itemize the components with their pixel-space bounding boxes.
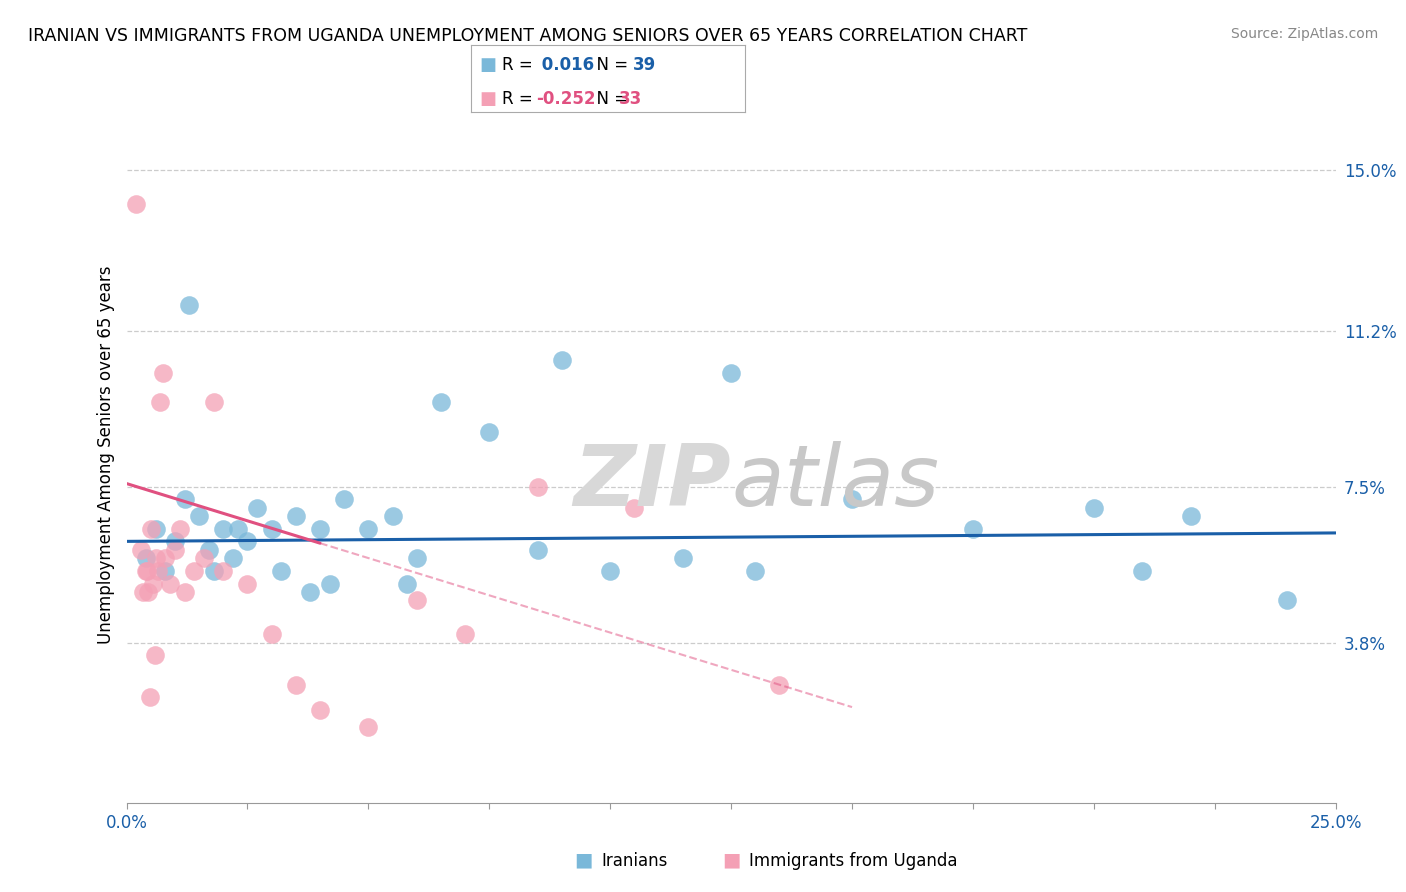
Point xyxy=(246,500,269,515)
Point xyxy=(159,576,181,591)
Point xyxy=(720,366,742,380)
Point xyxy=(1277,593,1299,607)
Text: N =: N = xyxy=(586,55,634,74)
Point xyxy=(155,551,177,566)
Point xyxy=(149,395,172,409)
Point xyxy=(197,542,219,557)
Point xyxy=(526,542,548,557)
Point xyxy=(139,522,162,536)
Point xyxy=(135,551,157,566)
Point xyxy=(309,703,332,717)
Point xyxy=(129,542,152,557)
Point xyxy=(212,564,235,578)
Point xyxy=(1180,509,1202,524)
Point xyxy=(357,720,380,734)
Point xyxy=(136,585,159,599)
Y-axis label: Unemployment Among Seniors over 65 years: Unemployment Among Seniors over 65 years xyxy=(97,266,115,644)
Point xyxy=(270,564,292,578)
Point xyxy=(236,576,259,591)
Point xyxy=(143,648,166,663)
Text: 33: 33 xyxy=(619,90,643,109)
Point xyxy=(333,492,356,507)
Point xyxy=(405,593,427,607)
Point xyxy=(299,585,322,599)
Point xyxy=(173,492,195,507)
Point xyxy=(381,509,404,524)
Text: ZIP: ZIP xyxy=(574,442,731,524)
Point xyxy=(135,564,157,578)
Text: Iranians: Iranians xyxy=(602,852,668,870)
Point xyxy=(318,576,340,591)
Point xyxy=(1130,564,1153,578)
Text: R =: R = xyxy=(502,55,538,74)
Point xyxy=(309,522,332,536)
Point xyxy=(260,627,283,641)
Point xyxy=(188,509,211,524)
Point xyxy=(132,585,155,599)
Point xyxy=(125,197,148,211)
Point xyxy=(1083,500,1105,515)
Point xyxy=(768,678,790,692)
Text: Immigrants from Uganda: Immigrants from Uganda xyxy=(749,852,957,870)
Text: N =: N = xyxy=(586,90,634,109)
Point xyxy=(139,690,162,705)
Point xyxy=(623,500,645,515)
Point xyxy=(478,425,501,439)
Point xyxy=(454,627,477,641)
Point xyxy=(142,576,165,591)
Text: ■: ■ xyxy=(574,851,593,870)
Point xyxy=(236,534,259,549)
Point xyxy=(284,678,307,692)
Text: R =: R = xyxy=(502,90,538,109)
Point xyxy=(260,522,283,536)
Text: IRANIAN VS IMMIGRANTS FROM UGANDA UNEMPLOYMENT AMONG SENIORS OVER 65 YEARS CORRE: IRANIAN VS IMMIGRANTS FROM UGANDA UNEMPL… xyxy=(28,27,1028,45)
Point xyxy=(599,564,621,578)
Point xyxy=(962,522,984,536)
Point xyxy=(430,395,453,409)
Text: ■: ■ xyxy=(479,55,496,74)
Point xyxy=(284,509,307,524)
Point xyxy=(744,564,766,578)
Point xyxy=(145,522,167,536)
Text: atlas: atlas xyxy=(731,442,939,524)
Text: 39: 39 xyxy=(633,55,657,74)
Point xyxy=(841,492,863,507)
Point xyxy=(226,522,249,536)
Point xyxy=(169,522,191,536)
Point xyxy=(405,551,427,566)
Point xyxy=(155,564,177,578)
Point xyxy=(222,551,245,566)
Point xyxy=(526,479,548,493)
Point xyxy=(173,585,195,599)
Point xyxy=(183,564,205,578)
Text: Source: ZipAtlas.com: Source: ZipAtlas.com xyxy=(1230,27,1378,41)
Point xyxy=(672,551,695,566)
Point xyxy=(396,576,419,591)
Point xyxy=(135,564,157,578)
Text: ■: ■ xyxy=(721,851,741,870)
Text: -0.252: -0.252 xyxy=(536,90,595,109)
Text: ■: ■ xyxy=(479,90,496,109)
Point xyxy=(163,534,186,549)
Point xyxy=(193,551,215,566)
Point xyxy=(152,366,174,380)
Point xyxy=(179,298,201,312)
Point xyxy=(202,395,225,409)
Text: 0.016: 0.016 xyxy=(536,55,593,74)
Point xyxy=(551,353,574,368)
Point xyxy=(163,542,186,557)
Point xyxy=(202,564,225,578)
Point xyxy=(146,564,169,578)
Point xyxy=(145,551,167,566)
Point xyxy=(357,522,380,536)
Point xyxy=(212,522,235,536)
